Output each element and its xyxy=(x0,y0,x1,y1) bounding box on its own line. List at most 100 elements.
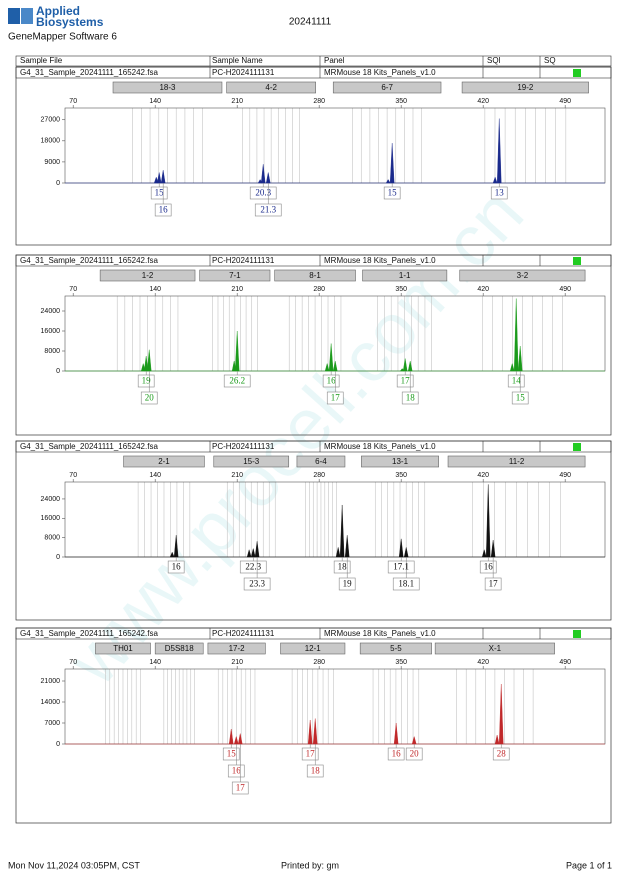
logo-icon xyxy=(21,8,33,24)
panel: G4_31_Sample_20241111_165242.fsa PC-H2024… xyxy=(15,627,612,824)
marker-box xyxy=(226,81,316,94)
y-tick-label: 16000 xyxy=(41,328,61,335)
column-label: Sample File xyxy=(20,56,63,65)
logo: Applied Biosystems xyxy=(8,4,104,29)
x-tick-label: 490 xyxy=(559,472,571,479)
marker-label: TH01 xyxy=(113,644,133,653)
marker-label: D5S818 xyxy=(165,644,194,653)
peak xyxy=(335,547,341,558)
peak xyxy=(169,551,175,558)
logo-text: Applied xyxy=(36,4,80,18)
panel-info-row xyxy=(15,66,612,79)
sample-name: PC-H2024111131 xyxy=(212,629,275,638)
marker-box xyxy=(95,642,151,655)
panel-info-row xyxy=(15,627,612,640)
allele-box xyxy=(396,374,414,388)
marker-label: 17-2 xyxy=(229,644,246,653)
column-label: SQ xyxy=(544,56,556,65)
marker-box xyxy=(274,269,356,282)
panel-info-row xyxy=(15,254,612,267)
allele-label: 18 xyxy=(406,393,416,403)
peak xyxy=(385,179,391,184)
allele-label: 19 xyxy=(343,579,353,589)
sample-name: PC-H2024111131 xyxy=(212,442,275,451)
allele-label: 17 xyxy=(331,393,341,403)
allele-label: 18.1 xyxy=(398,579,414,589)
allele-box xyxy=(243,577,271,591)
allele-box xyxy=(479,560,497,574)
sample-name: PC-H2024111131 xyxy=(212,68,275,77)
y-tick-label: 0 xyxy=(56,554,60,561)
sq-indicator xyxy=(573,443,581,451)
y-tick-label: 18000 xyxy=(41,138,61,145)
column-label: Sample Name xyxy=(212,56,263,65)
allele-box xyxy=(154,203,172,217)
allele-box xyxy=(222,747,240,761)
allele-box xyxy=(254,203,282,217)
allele-box xyxy=(223,374,251,388)
marker-label: 18-3 xyxy=(159,83,176,92)
allele-label: 18 xyxy=(311,766,321,776)
marker-label: 3-2 xyxy=(517,271,529,280)
marker-label: 1-1 xyxy=(399,271,411,280)
sq-indicator xyxy=(573,69,581,77)
allele-label: 26.2 xyxy=(229,376,245,386)
marker-label: 11-2 xyxy=(509,457,525,466)
marker-label: 7-1 xyxy=(229,271,241,280)
allele-label: 15 xyxy=(227,749,237,759)
panel-info-row xyxy=(15,440,612,453)
x-tick-label: 490 xyxy=(559,659,571,666)
y-tick-label: 27000 xyxy=(41,117,61,124)
x-tick-label: 490 xyxy=(559,98,571,105)
allele-label: 16 xyxy=(392,749,402,759)
x-tick-label: 490 xyxy=(559,286,571,293)
marker-box xyxy=(123,455,205,468)
x-tick-label: 140 xyxy=(149,659,161,666)
x-tick-label: 210 xyxy=(231,286,243,293)
allele-label: 17 xyxy=(401,376,411,386)
allele-box xyxy=(392,577,420,591)
allele-label: 13 xyxy=(495,188,505,198)
logo-text: Biosystems xyxy=(36,15,104,29)
allele-label: 17 xyxy=(306,749,316,759)
x-tick-label: 140 xyxy=(149,98,161,105)
x-tick-label: 210 xyxy=(231,472,243,479)
allele-box xyxy=(338,577,356,591)
allele-box xyxy=(484,577,502,591)
x-tick-label: 420 xyxy=(477,286,489,293)
allele-box xyxy=(492,747,510,761)
panel-name: MRMouse 18 Kits_Panels_v1.0 xyxy=(324,629,436,638)
x-tick-label: 280 xyxy=(313,472,325,479)
sample-file: G4_31_Sample_20241111_165242.fsa xyxy=(20,68,158,77)
allele-label: 16 xyxy=(327,376,337,386)
marker-label: 6-4 xyxy=(315,457,327,466)
allele-label: 15 xyxy=(388,188,398,198)
x-tick-label: 280 xyxy=(313,659,325,666)
marker-box xyxy=(213,455,290,468)
marker-label: 13-1 xyxy=(392,457,409,466)
x-tick-label: 420 xyxy=(477,472,489,479)
marker-label: 5-5 xyxy=(390,644,402,653)
marker-box xyxy=(112,81,223,94)
printed-by: Printed by: gm xyxy=(281,860,339,870)
x-tick-label: 140 xyxy=(149,286,161,293)
marker-box xyxy=(461,81,589,94)
x-tick-label: 280 xyxy=(313,98,325,105)
marker-box xyxy=(207,642,266,655)
sample-file: G4_31_Sample_20241111_165242.fsa xyxy=(20,629,158,638)
allele-box xyxy=(387,560,415,574)
sample-file: G4_31_Sample_20241111_165242.fsa xyxy=(20,256,158,265)
marker-box xyxy=(99,269,196,282)
logo-icon xyxy=(8,8,20,24)
marker-label: 19-2 xyxy=(517,83,534,92)
panel: G4_31_Sample_20241111_165242.fsa PC-H2024… xyxy=(15,440,612,621)
column-header xyxy=(15,55,612,67)
allele-label: 19 xyxy=(142,376,152,386)
x-tick-label: 420 xyxy=(477,98,489,105)
y-tick-label: 14000 xyxy=(41,699,61,706)
allele-label: 15 xyxy=(516,393,526,403)
panel-name: MRMouse 18 Kits_Panels_v1.0 xyxy=(324,442,436,451)
allele-label: 23.3 xyxy=(249,579,265,589)
allele-label: 17 xyxy=(489,579,499,589)
sample-name: PC-H2024111131 xyxy=(212,256,275,265)
